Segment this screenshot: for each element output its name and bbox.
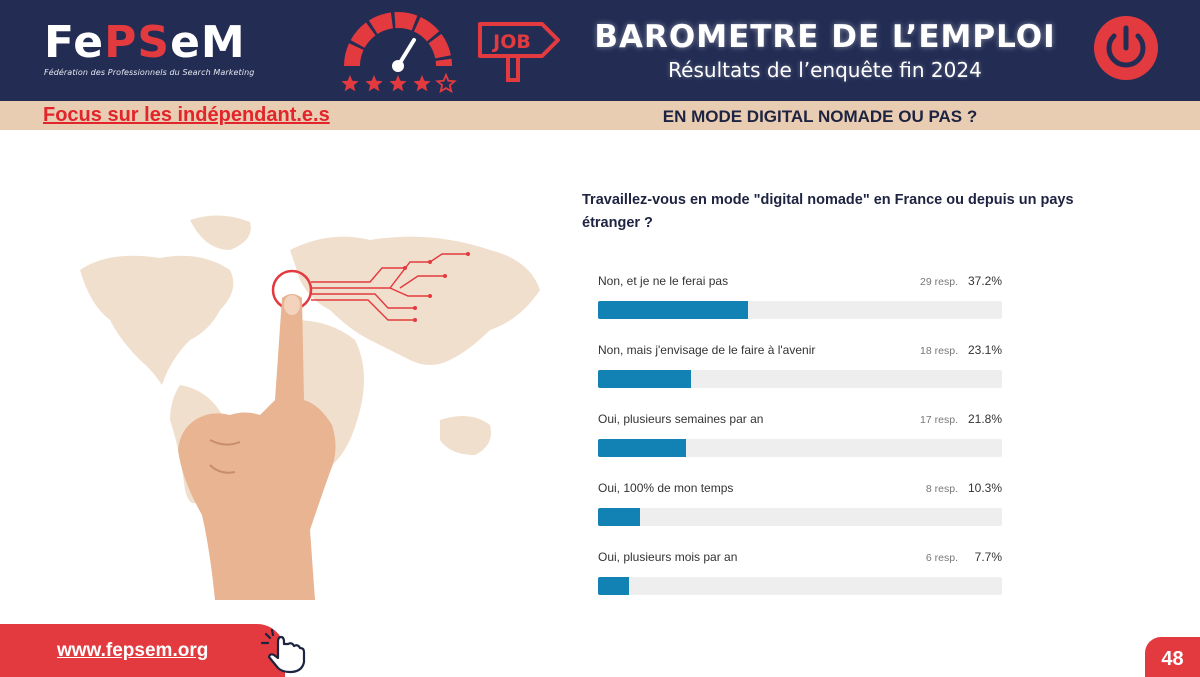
bar-label: Oui, plusieurs mois par an: [598, 550, 738, 564]
bar-response-count: 18 resp.: [920, 345, 958, 357]
bar-percent-label: 21.8%: [967, 412, 1002, 426]
bar-response-count: 29 resp.: [920, 276, 958, 288]
bar-percent-label: 7.7%: [974, 550, 1002, 564]
bar-track: [598, 439, 1002, 457]
section-band: Focus sur les indépendant.e.s EN MODE DI…: [0, 101, 1200, 130]
bar-row: Oui, plusieurs mois par an 6 resp. 7.7%: [598, 544, 1002, 600]
pointing-hand-icon: [178, 294, 336, 600]
star-filled-icon: [365, 75, 383, 92]
footer-tab: www.fepsem.org: [0, 624, 285, 677]
click-hand-icon: [260, 628, 306, 674]
bar-row: Non, mais j'envisage de le faire à l'ave…: [598, 337, 1002, 393]
page-title: BAROMETRE DE L’EMPLOI: [594, 19, 1056, 55]
header-bar: FePSeM Fédération des Professionnels du …: [0, 0, 1200, 101]
page-subtitle: Résultats de l’enquête fin 2024: [668, 58, 982, 82]
speedometer-icon: [341, 12, 457, 94]
page-number: 48: [1145, 637, 1200, 677]
bar-fill: [598, 439, 687, 457]
job-sign-text: JOB: [491, 31, 531, 53]
bar-response-count: 6 resp.: [925, 552, 958, 564]
bar-label: Oui, 100% de mon temps: [598, 481, 734, 495]
fepsem-logo[interactable]: FePSeM Fédération des Professionnels du …: [44, 17, 255, 78]
star-filled-icon: [389, 75, 407, 92]
bar-response-count: 17 resp.: [920, 414, 958, 426]
focus-independants-link[interactable]: Focus sur les indépendant.e.s: [43, 104, 330, 126]
job-signpost-icon: JOB: [478, 22, 560, 82]
rating-stars: [341, 72, 457, 94]
star-empty-icon: [435, 72, 457, 94]
bar-track: [598, 301, 1002, 319]
bar-fill: [598, 577, 630, 595]
world-map-hand-illustration: [80, 215, 540, 600]
bar-percent-label: 10.3%: [967, 481, 1002, 495]
bar-label: Non, et je ne le ferai pas: [598, 274, 729, 288]
chart-question: Travaillez-vous en mode "digital nomade"…: [582, 192, 1074, 231]
bar-row: Oui, 100% de mon temps 8 resp. 10.3%: [598, 475, 1002, 531]
logo-wordmark: FePSeM: [44, 17, 246, 68]
star-filled-icon: [341, 75, 359, 92]
bar-fill: [598, 301, 749, 319]
bar-row: Oui, plusieurs semaines par an 17 resp. 21…: [598, 406, 1002, 462]
bar-response-count: 8 resp.: [925, 483, 958, 495]
logo-tagline: Fédération des Professionnels du Search …: [44, 68, 255, 77]
bar-label: Non, mais j'envisage de le faire à l'ave…: [598, 343, 816, 357]
title-block: BAROMETRE DE L’EMPLOI Résultats de l’enq…: [580, 18, 1070, 82]
website-link[interactable]: www.fepsem.org: [57, 640, 209, 661]
bar-percent-label: 23.1%: [967, 343, 1002, 357]
power-icon: [1094, 16, 1158, 80]
bar-track: [598, 508, 1002, 526]
bar-row: Non, et je ne le ferai pas 29 resp. 37.2%: [598, 268, 1002, 324]
star-filled-icon: [413, 75, 431, 92]
bar-percent-label: 37.2%: [967, 274, 1002, 288]
bar-fill: [598, 508, 640, 526]
bar-fill: [598, 370, 692, 388]
world-map-icon: [80, 215, 540, 504]
bar-track: [598, 370, 1002, 388]
section-title: EN MODE DIGITAL NOMADE OU PAS ?: [662, 107, 978, 126]
bar-track: [598, 577, 1002, 595]
bar-label: Oui, plusieurs semaines par an: [598, 412, 764, 426]
